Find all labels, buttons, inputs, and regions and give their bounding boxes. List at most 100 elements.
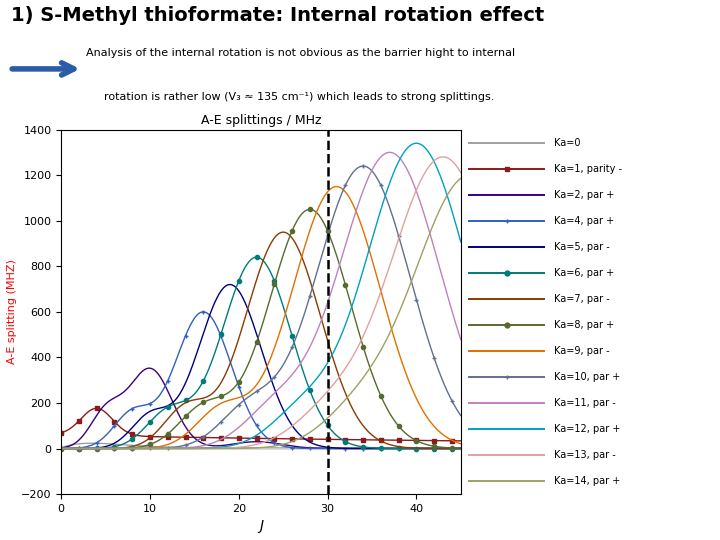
Ka=7, par - bbox=[57, 446, 66, 452]
Ka=0 bbox=[295, 444, 304, 451]
Ka=1, parity - bbox=[92, 405, 101, 411]
Ka=4, par + bbox=[57, 446, 66, 452]
Ka=1, parity - bbox=[250, 435, 258, 442]
Ka=2, par + bbox=[295, 444, 304, 450]
Line: Ka=14, par +: Ka=14, par + bbox=[61, 178, 461, 449]
Ka=2, par + bbox=[57, 444, 66, 451]
Ka=8, par + bbox=[448, 445, 456, 451]
Line: Ka=12, par +: Ka=12, par + bbox=[61, 143, 461, 449]
Ka=12, par + bbox=[247, 435, 256, 442]
Ka=7, par - bbox=[448, 446, 456, 452]
Ka=11, par - bbox=[385, 149, 394, 156]
Ka=14, par + bbox=[273, 442, 282, 449]
Text: Ka=0: Ka=0 bbox=[554, 138, 580, 147]
Ka=13, par - bbox=[384, 266, 393, 272]
Y-axis label: A-E splitting (MHZ): A-E splitting (MHZ) bbox=[6, 259, 17, 364]
Ka=10, par + bbox=[294, 326, 303, 333]
Ka=6, par + bbox=[456, 446, 465, 452]
Ka=2, par + bbox=[385, 446, 394, 452]
Ka=12, par + bbox=[448, 208, 456, 214]
Ka=7, par - bbox=[249, 287, 258, 293]
Ka=13, par - bbox=[247, 442, 256, 449]
Ka=7, par - bbox=[273, 232, 282, 238]
Ka=7, par - bbox=[456, 446, 465, 452]
Ka=14, par + bbox=[294, 435, 303, 442]
Ka=9, par - bbox=[456, 441, 465, 447]
Ka=11, par - bbox=[456, 336, 465, 343]
Ka=4, par + bbox=[456, 446, 465, 452]
Line: Ka=9, par -: Ka=9, par - bbox=[61, 186, 461, 449]
Text: Ka=10, par +: Ka=10, par + bbox=[554, 372, 620, 382]
Ka=14, par + bbox=[447, 186, 456, 192]
Ka=10, par + bbox=[57, 446, 66, 452]
Ka=5, par - bbox=[456, 446, 465, 452]
Ka=5, par - bbox=[248, 316, 256, 323]
Text: Ka=5, par -: Ka=5, par - bbox=[554, 242, 610, 252]
Ka=4, par + bbox=[199, 308, 207, 315]
Ka=5, par - bbox=[295, 431, 304, 438]
Ka=9, par - bbox=[247, 388, 256, 394]
Ka=14, par + bbox=[247, 445, 256, 451]
Line: Ka=8, par +: Ka=8, par + bbox=[61, 210, 461, 449]
Line: Ka=0: Ka=0 bbox=[61, 443, 461, 448]
Ka=10, par + bbox=[359, 163, 367, 169]
Ka=13, par - bbox=[57, 446, 66, 452]
Ka=13, par - bbox=[439, 153, 448, 160]
Ka=12, par + bbox=[249, 434, 258, 440]
Ka=0 bbox=[87, 440, 96, 447]
Ka=6, par + bbox=[252, 254, 261, 260]
Ka=7, par - bbox=[295, 249, 304, 255]
Ka=4, par + bbox=[385, 446, 394, 452]
Line: Ka=4, par +: Ka=4, par + bbox=[61, 312, 461, 449]
Ka=12, par + bbox=[294, 394, 303, 401]
Ka=1, parity - bbox=[456, 437, 465, 444]
Ka=9, par - bbox=[294, 263, 303, 269]
Ka=10, par + bbox=[273, 370, 282, 376]
Ka=10, par + bbox=[247, 392, 256, 399]
Ka=6, par + bbox=[249, 255, 258, 261]
Ka=0 bbox=[248, 444, 256, 451]
Text: rotation is rather low (V₃ ≈ 135 cm⁻¹) which leads to strong splittings.: rotation is rather low (V₃ ≈ 135 cm⁻¹) w… bbox=[104, 92, 495, 103]
Line: Ka=2, par +: Ka=2, par + bbox=[61, 368, 461, 449]
Ka=13, par - bbox=[294, 417, 303, 423]
Ka=8, par + bbox=[305, 206, 314, 213]
Ka=9, par - bbox=[57, 446, 66, 452]
Ka=1, parity - bbox=[274, 435, 282, 442]
Ka=1, parity - bbox=[295, 436, 304, 442]
Ka=0 bbox=[250, 444, 258, 451]
Ka=12, par + bbox=[413, 140, 421, 146]
Text: Analysis of the internal rotation is not obvious as the barrier hight to interna: Analysis of the internal rotation is not… bbox=[86, 49, 516, 58]
Ka=11, par - bbox=[384, 149, 393, 156]
Text: Ka=8, par +: Ka=8, par + bbox=[554, 320, 614, 330]
Ka=2, par + bbox=[448, 446, 456, 452]
Ka=2, par + bbox=[456, 446, 465, 452]
Ka=13, par - bbox=[249, 442, 258, 448]
Ka=6, par + bbox=[247, 256, 256, 263]
Ka=10, par + bbox=[448, 397, 456, 404]
Line: Ka=7, par -: Ka=7, par - bbox=[61, 232, 461, 449]
Ka=12, par + bbox=[273, 415, 282, 422]
Ka=5, par - bbox=[57, 446, 66, 452]
Ka=1, parity - bbox=[248, 435, 256, 442]
Ka=4, par + bbox=[250, 418, 258, 425]
Ka=8, par + bbox=[294, 214, 303, 221]
Ka=9, par - bbox=[249, 386, 258, 392]
Ka=7, par - bbox=[385, 441, 394, 448]
Text: Ka=7, par -: Ka=7, par - bbox=[554, 294, 610, 304]
Ka=8, par + bbox=[456, 445, 465, 451]
Text: 1) S-Methyl thioformate: Internal rotation effect: 1) S-Methyl thioformate: Internal rotati… bbox=[11, 6, 544, 25]
Ka=14, par + bbox=[249, 445, 258, 451]
Ka=5, par - bbox=[250, 323, 258, 330]
Ka=8, par + bbox=[385, 410, 394, 416]
Text: Ka=11, par -: Ka=11, par - bbox=[554, 398, 616, 408]
Ka=5, par - bbox=[274, 395, 282, 402]
Ka=5, par - bbox=[385, 446, 394, 452]
Ka=4, par + bbox=[274, 441, 282, 448]
Line: Ka=10, par +: Ka=10, par + bbox=[61, 166, 461, 449]
Ka=0 bbox=[456, 444, 465, 451]
Ka=13, par - bbox=[448, 158, 456, 164]
Ka=4, par + bbox=[248, 414, 256, 421]
Ka=4, par + bbox=[295, 445, 304, 451]
Ka=10, par + bbox=[385, 204, 394, 211]
Ka=12, par + bbox=[456, 239, 465, 245]
